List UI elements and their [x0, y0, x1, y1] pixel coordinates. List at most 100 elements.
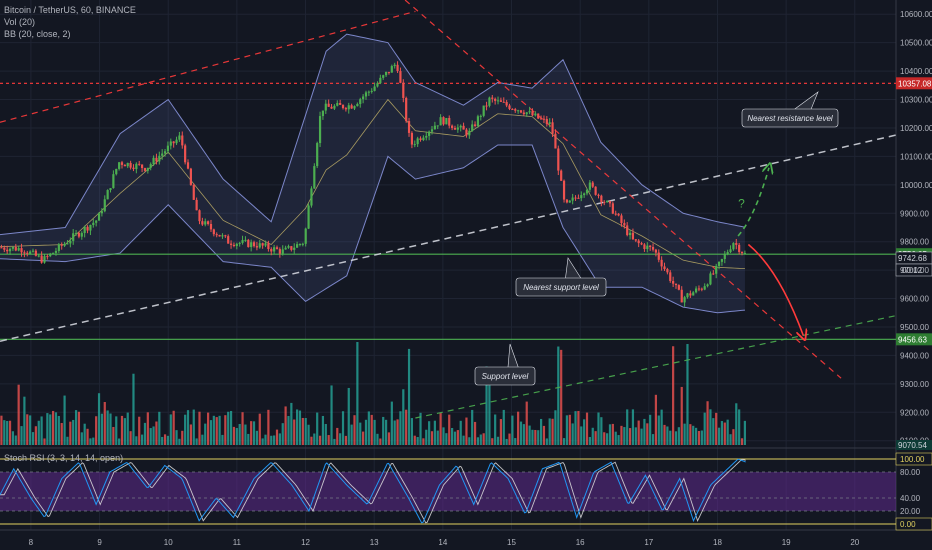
candle-up — [433, 125, 436, 130]
candle-down — [591, 182, 594, 187]
volume-bar — [657, 415, 660, 445]
volume-bar — [221, 434, 224, 445]
volume-bar — [49, 414, 52, 445]
volume-bar — [468, 437, 471, 445]
volume-bar — [17, 384, 20, 445]
volume-bar — [80, 432, 83, 445]
candle-up — [370, 90, 373, 92]
volume-bar — [40, 416, 43, 445]
candle-up — [54, 250, 58, 253]
candle-up — [471, 124, 474, 131]
candle-up — [732, 243, 735, 250]
candle-up — [384, 71, 388, 76]
candle-down — [442, 117, 445, 125]
time-tick-label: 11 — [233, 538, 242, 547]
candle-up — [235, 243, 238, 246]
candle-down — [473, 124, 477, 126]
candle-up — [333, 105, 336, 109]
volume-bar — [382, 416, 385, 445]
volume-bar — [534, 429, 537, 445]
volume-bar — [654, 394, 658, 445]
symbol-legend[interactable]: Bitcoin / TetherUS, 60, BINANCE — [4, 5, 136, 15]
volume-bar — [37, 420, 40, 445]
candle-up — [273, 247, 276, 252]
bollinger-legend[interactable]: BB (20, close, 2) — [4, 29, 71, 39]
resistance-note: Nearest resistance level — [747, 114, 833, 123]
volume-bar — [186, 410, 190, 445]
candle-down — [666, 269, 669, 273]
candle-up — [720, 259, 724, 262]
candle-down — [608, 201, 612, 204]
volume-bar — [69, 421, 72, 445]
candle-down — [522, 112, 525, 115]
candle-down — [229, 243, 233, 245]
volume-bar — [89, 438, 92, 445]
candle-down — [46, 256, 49, 258]
candle-up — [92, 222, 95, 225]
candle-up — [69, 240, 72, 244]
candle-up — [525, 112, 528, 115]
stoch-rsi-legend[interactable]: Stoch RSI (3, 3, 14, 14, open) — [4, 453, 124, 463]
volume-legend[interactable]: Vol (20) — [4, 17, 36, 27]
candle-up — [37, 255, 40, 257]
level-tag — [896, 77, 932, 90]
candle-down — [209, 223, 213, 230]
volume-bar — [666, 426, 669, 445]
candle-down — [565, 199, 569, 203]
candle-down — [255, 246, 259, 248]
stoch-level-label: 0.00 — [900, 520, 916, 529]
volume-bar — [247, 433, 250, 445]
volume-bar — [726, 419, 729, 445]
candle-down — [680, 289, 683, 303]
volume-bar — [476, 437, 480, 445]
candle-down — [261, 243, 264, 246]
candle-down — [215, 234, 218, 236]
volume-bar — [238, 423, 241, 445]
candle-down — [499, 100, 502, 102]
candle-up — [313, 166, 316, 189]
price-axis[interactable]: 10357.089756.059742.689456.6300:129100.0… — [895, 10, 932, 450]
volume-bar — [57, 415, 60, 445]
volume-bar — [11, 431, 15, 445]
candle-up — [430, 129, 434, 132]
volume-bar — [591, 427, 594, 445]
volume-bar — [649, 414, 652, 445]
volume-bar — [743, 420, 746, 445]
volume-bar — [126, 412, 129, 445]
volume-bar — [333, 438, 336, 445]
time-axis[interactable]: 8 9 10 11 12 13 14 15 16 17 18 19 20 — [29, 538, 860, 547]
candle-down — [224, 235, 227, 237]
candle-up — [169, 141, 172, 146]
candle-down — [402, 82, 405, 98]
volume-bar — [485, 366, 488, 445]
volume-bar — [321, 415, 325, 445]
volume-bar — [359, 422, 362, 445]
volume-bar — [347, 387, 350, 445]
volume-bar — [399, 411, 402, 445]
candle-down — [542, 118, 546, 120]
countdown-label: 00:12 — [902, 266, 923, 275]
candle-up — [89, 224, 92, 231]
candle-up — [52, 252, 55, 254]
candle-up — [376, 83, 379, 87]
volume-bar — [514, 438, 517, 445]
support2-note-box — [474, 366, 536, 386]
time-tick-label: 19 — [782, 538, 791, 547]
volume-bar — [244, 424, 247, 445]
candle-down — [491, 97, 494, 99]
volume-bars — [0, 342, 746, 445]
volume-bar — [14, 435, 17, 445]
bollinger-bands — [0, 33, 746, 314]
candle-down — [186, 162, 190, 169]
volume-bar — [628, 428, 632, 445]
volume-bar — [298, 410, 302, 445]
volume-bar — [683, 423, 686, 445]
volume-bar — [34, 426, 37, 445]
volume-bar — [565, 415, 569, 445]
candle-down — [327, 103, 330, 107]
volume-bar — [143, 422, 147, 445]
volume-bar — [178, 438, 181, 445]
candle-down — [155, 157, 158, 162]
volume-bar — [3, 420, 6, 445]
